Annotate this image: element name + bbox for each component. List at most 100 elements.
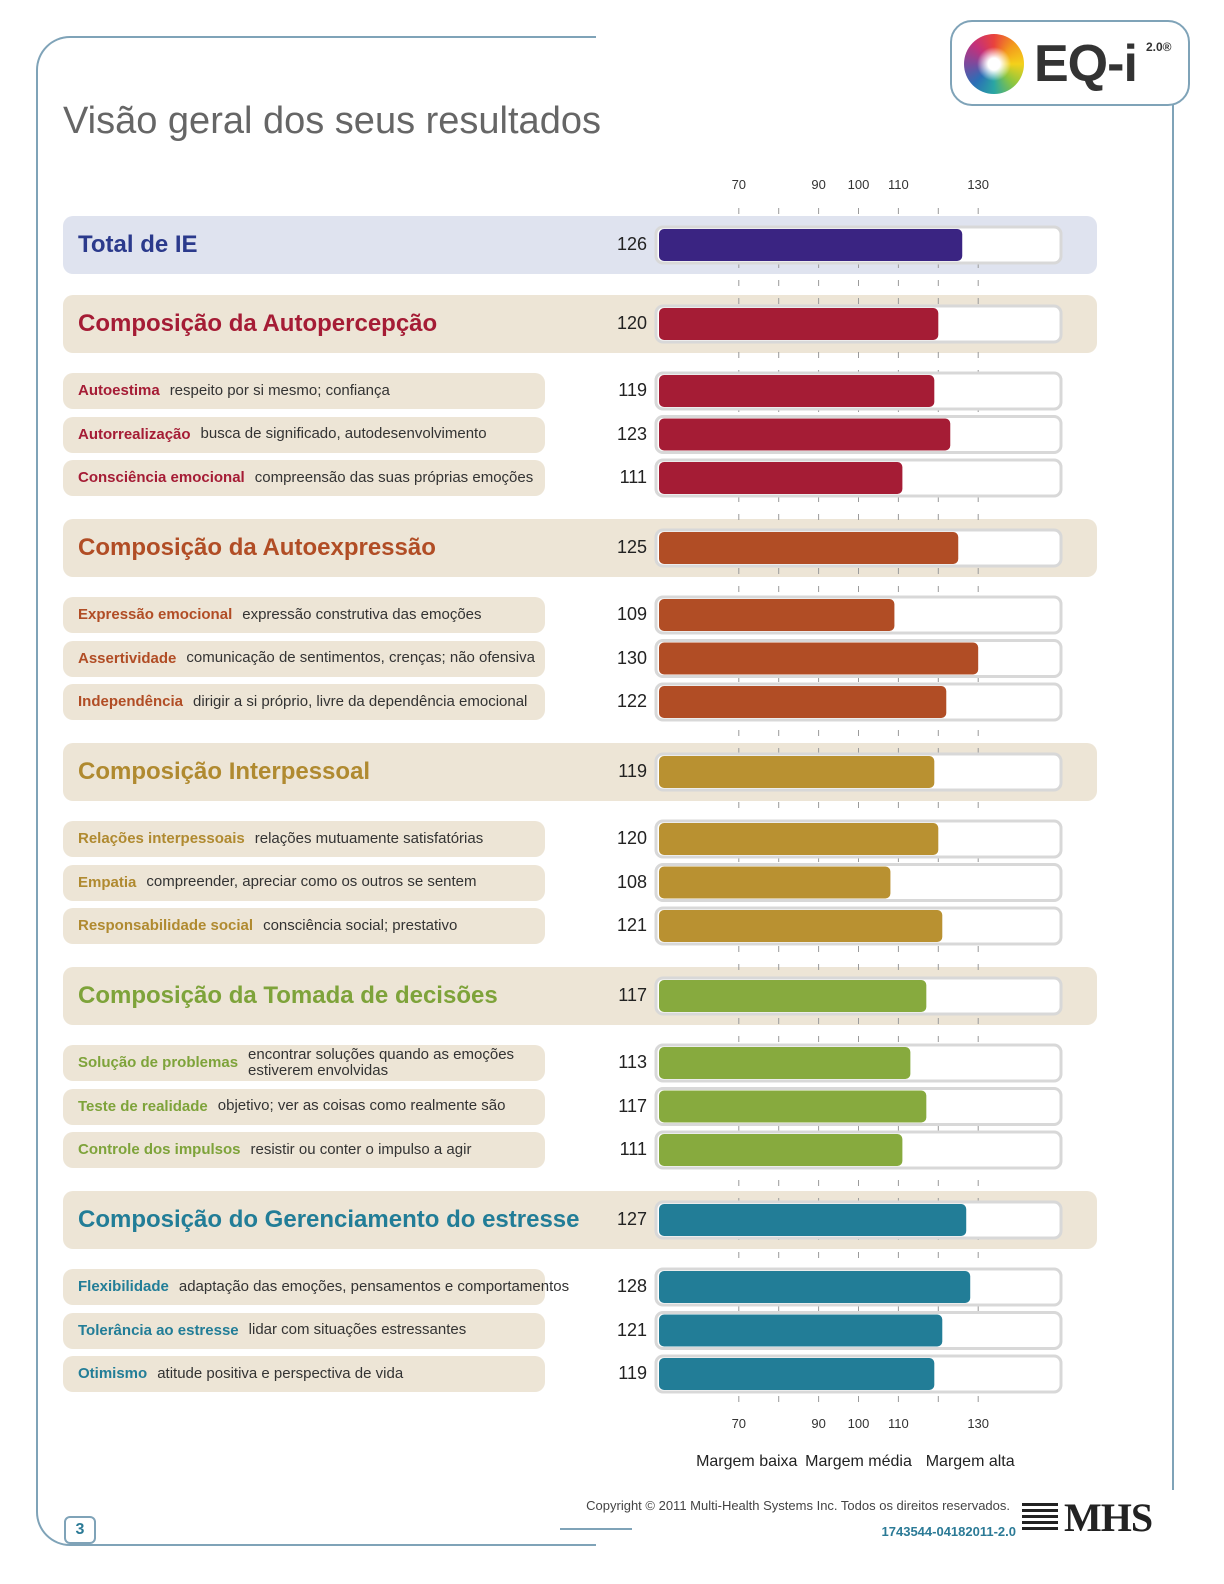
score-bar bbox=[659, 375, 934, 407]
scale-name: Solução de problemas bbox=[78, 1054, 238, 1071]
scale-description: resistir ou conter o impulso a agir bbox=[251, 1142, 472, 1158]
scale-name: Autoestima bbox=[78, 382, 160, 399]
eqi-logo-version: 2.0® bbox=[1146, 40, 1172, 54]
bar-track bbox=[656, 373, 1061, 409]
scale-name: Composição Interpessoal bbox=[78, 758, 370, 785]
score-value: 119 bbox=[587, 761, 647, 782]
bar-track bbox=[656, 684, 1061, 720]
total-row bbox=[63, 216, 1097, 274]
tick-label-130: 130 bbox=[953, 177, 1003, 192]
eqi-flower-logo-icon bbox=[964, 34, 1024, 94]
scale-name: Composição da Autopercepção bbox=[78, 310, 437, 337]
score-bar bbox=[659, 1358, 934, 1390]
scale-description: compreender, apreciar como os outros se … bbox=[146, 874, 476, 890]
tick-label-70: 70 bbox=[714, 1416, 764, 1431]
scale-name: Expressão emocional bbox=[78, 606, 232, 623]
page-frame-right bbox=[1172, 90, 1174, 1490]
scale-name: Relações interpessoais bbox=[78, 830, 245, 847]
scale-name: Autorrealização bbox=[78, 426, 191, 443]
scale-description: atitude positiva e perspectiva de vida bbox=[157, 1366, 403, 1382]
score-bar bbox=[659, 910, 942, 942]
scale-description: lidar com situações estressantes bbox=[249, 1322, 467, 1338]
score-bar bbox=[659, 462, 902, 494]
row-label: Total de IE bbox=[78, 231, 198, 259]
row-label: Autoestima respeito por si mesmo; confian… bbox=[78, 382, 390, 400]
mhs-logo-text: MHS bbox=[1064, 1495, 1152, 1540]
score-bar bbox=[659, 686, 946, 718]
bar-track bbox=[656, 908, 1061, 944]
score-bar bbox=[659, 1091, 926, 1123]
scale-description: adaptação das emoções, pensamentos e com… bbox=[179, 1279, 569, 1295]
band-label: Margem alta bbox=[895, 1453, 1045, 1471]
score-value: 130 bbox=[587, 648, 647, 669]
bar-track bbox=[656, 1132, 1061, 1168]
row-label: Responsabilidade social consciência socia… bbox=[78, 917, 457, 935]
row-label: Flexibilidade adaptação das emoções, pens… bbox=[78, 1278, 569, 1296]
row-label: Composição da Tomada de decisões bbox=[78, 982, 498, 1010]
scale-name: Composição da Autoexpressão bbox=[78, 534, 436, 561]
scale-name: Flexibilidade bbox=[78, 1278, 169, 1295]
score-value: 123 bbox=[587, 424, 647, 445]
row-label: Composição do Gerenciamento do estresse bbox=[78, 1206, 579, 1234]
bar-track bbox=[656, 1045, 1061, 1081]
score-bar bbox=[659, 419, 950, 451]
score-bar bbox=[659, 867, 890, 899]
scale-name: Independência bbox=[78, 693, 183, 710]
score-bar bbox=[659, 823, 938, 855]
scale-description: relações mutuamente satisfatórias bbox=[255, 831, 483, 847]
page-number: 3 bbox=[64, 1516, 96, 1544]
bar-track bbox=[656, 641, 1061, 677]
row-label: Solução de problemas encontrar soluções q… bbox=[78, 1047, 538, 1079]
row-label: Controle dos impulsos resistir ou conter … bbox=[78, 1141, 471, 1159]
scale-description: busca de significado, autodesenvolviment… bbox=[201, 426, 487, 442]
bar-track bbox=[656, 821, 1061, 857]
bar-track bbox=[656, 1269, 1061, 1305]
score-value: 126 bbox=[587, 234, 647, 255]
row-label: Consciência emocional compreensão das sua… bbox=[78, 469, 533, 487]
scale-name: Controle dos impulsos bbox=[78, 1141, 241, 1158]
score-bar bbox=[659, 1047, 910, 1079]
bar-track bbox=[656, 417, 1061, 453]
scale-name: Responsabilidade social bbox=[78, 917, 253, 934]
scale-description: comunicação de sentimentos, crenças; não… bbox=[186, 650, 535, 666]
row-label: Independência dirigir a si próprio, livre… bbox=[78, 693, 527, 711]
score-value: 109 bbox=[587, 604, 647, 625]
scale-description: compreensão das suas próprias emoções bbox=[255, 470, 533, 486]
scale-name: Assertividade bbox=[78, 650, 176, 667]
score-value: 117 bbox=[587, 1096, 647, 1117]
score-value: 127 bbox=[587, 1209, 647, 1230]
row-label: Relações interpessoais relações mutuament… bbox=[78, 830, 483, 848]
row-label: Autorrealização busca de significado, aut… bbox=[78, 426, 487, 444]
score-bar bbox=[659, 1271, 970, 1303]
tick-label-70: 70 bbox=[714, 177, 764, 192]
scale-name: Teste de realidade bbox=[78, 1098, 208, 1115]
score-value: 120 bbox=[587, 313, 647, 334]
bar-track bbox=[656, 865, 1061, 901]
score-value: 120 bbox=[587, 828, 647, 849]
score-value: 128 bbox=[587, 1276, 647, 1297]
row-label: Expressão emocional expressão construtiva… bbox=[78, 606, 482, 624]
score-bar bbox=[659, 643, 978, 675]
page-title: Visão geral dos seus resultados bbox=[63, 100, 601, 143]
score-value: 113 bbox=[587, 1052, 647, 1073]
scale-name: Empatia bbox=[78, 874, 136, 891]
scale-name: Composição do Gerenciamento do estresse bbox=[78, 1206, 579, 1233]
scale-name: Otimismo bbox=[78, 1365, 147, 1382]
tick-label-130: 130 bbox=[953, 1416, 1003, 1431]
bar-track bbox=[656, 1089, 1061, 1125]
bar-track bbox=[656, 460, 1061, 496]
document-code: 1743544-04182011-2.0 bbox=[882, 1524, 1016, 1539]
row-label: Teste de realidade objetivo; ver as coisa… bbox=[78, 1098, 505, 1116]
score-value: 122 bbox=[587, 691, 647, 712]
scale-description: dirigir a si próprio, livre da dependênc… bbox=[193, 694, 527, 710]
mhs-mark-icon bbox=[1022, 1503, 1058, 1533]
row-label: Tolerância ao estresse lidar com situaçõe… bbox=[78, 1322, 466, 1340]
tick-label-110: 110 bbox=[873, 177, 923, 192]
mhs-logo: MHS bbox=[1022, 1494, 1152, 1541]
scale-name: Composição da Tomada de decisões bbox=[78, 982, 498, 1009]
score-bar bbox=[659, 1315, 942, 1347]
scale-description: expressão construtiva das emoções bbox=[242, 607, 481, 623]
scale-name: Total de IE bbox=[78, 231, 198, 258]
score-bar bbox=[659, 1134, 902, 1166]
scale-description: objetivo; ver as coisas como realmente s… bbox=[218, 1098, 506, 1114]
